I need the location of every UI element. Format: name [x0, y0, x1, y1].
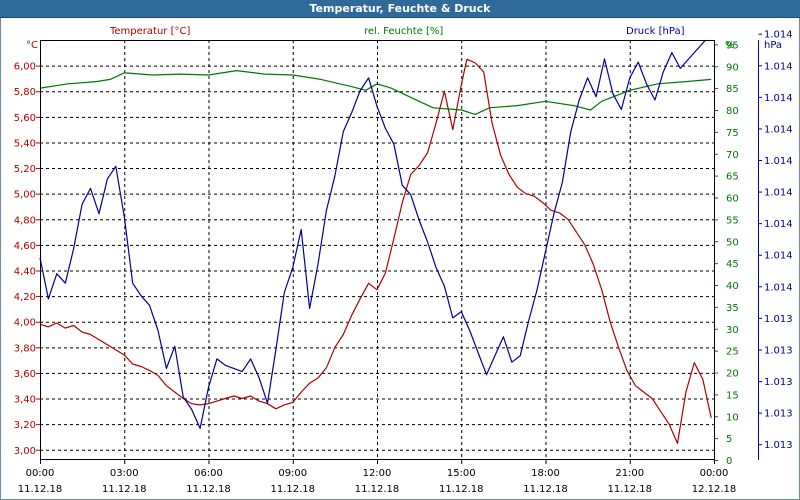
y-tick-humidity: 55: [726, 215, 739, 226]
y-tick-humidity: 50: [726, 237, 739, 248]
y-tick-humidity: 25: [726, 347, 739, 358]
x-tick-time: 06:00: [194, 468, 223, 479]
y-tick-pressure: 1.013: [764, 440, 793, 451]
x-tick-time: 15:00: [447, 468, 476, 479]
y-tick-humidity: 15: [726, 390, 739, 401]
y-tick-humidity: 40: [726, 281, 739, 292]
y-tick-pressure: 1.013: [764, 314, 793, 325]
y-tick-temperature: 4,00: [14, 318, 36, 329]
x-tick-time: 00:00: [26, 468, 55, 479]
y-tick-temperature: 4,20: [14, 292, 36, 303]
y-tick-temperature: 5,60: [14, 113, 36, 124]
y-tick-humidity: 80: [726, 106, 739, 117]
y-tick-pressure: 1.014: [764, 30, 793, 41]
y-tick-humidity: 90: [726, 62, 739, 73]
x-tick-date: 11.12.18: [18, 484, 63, 495]
y-tick-temperature: 3,80: [14, 343, 36, 354]
y-tick-temperature: 6,00: [14, 62, 36, 73]
y-tick-temperature: 4,60: [14, 241, 36, 252]
y-tick-temperature: 3,20: [14, 420, 36, 431]
legend-temperature: Temperatur [°C]: [109, 26, 190, 37]
window-titlebar: Temperatur, Feuchte & Druck: [0, 0, 800, 18]
x-tick-date: 11.12.18: [523, 484, 568, 495]
x-tick-time: 00:00: [700, 468, 729, 479]
temperature-line: [39, 58, 712, 444]
window-title: Temperatur, Feuchte & Druck: [309, 2, 491, 15]
humidity-line: [39, 69, 712, 116]
x-tick-time: 18:00: [531, 468, 560, 479]
y-tick-pressure: 1.014: [764, 282, 793, 293]
y-tick-temperature: 3,40: [14, 395, 36, 406]
x-tick-date: 11.12.18: [439, 484, 484, 495]
y-tick-pressure: 1.014: [764, 219, 793, 230]
y-tick-humidity: 30: [726, 325, 739, 336]
unit-pressure: hPa: [764, 40, 782, 51]
x-tick-date: 11.12.18: [355, 484, 400, 495]
y-tick-temperature: 5,20: [14, 164, 36, 175]
x-tick-time: 12:00: [363, 468, 392, 479]
x-tick-date: 11.12.18: [186, 484, 231, 495]
y-tick-humidity: 95: [726, 40, 739, 51]
x-tick-time: 09:00: [278, 468, 307, 479]
y-tick-temperature: 3,00: [14, 446, 36, 457]
x-tick-date: 11.12.18: [102, 484, 147, 495]
y-tick-temperature: 3,60: [14, 369, 36, 380]
y-tick-humidity: 0: [726, 456, 732, 467]
y-tick-pressure: 1.014: [764, 251, 793, 262]
unit-humidity: %: [725, 40, 735, 51]
y-tick-temperature: 4,40: [14, 266, 36, 277]
y-tick-humidity: 10: [726, 412, 739, 423]
y-tick-humidity: 85: [726, 84, 739, 95]
y-tick-humidity: 75: [726, 128, 739, 139]
pressure-line: [39, 39, 707, 429]
y-tick-temperature: 5,80: [14, 87, 36, 98]
y-tick-pressure: 1.014: [764, 188, 793, 199]
y-tick-humidity: 45: [726, 259, 739, 270]
y-tick-pressure: 1.014: [764, 124, 793, 135]
y-tick-pressure: 1.013: [764, 345, 793, 356]
y-tick-pressure: 1.013: [764, 377, 793, 388]
y-tick-humidity: 65: [726, 172, 739, 183]
y-tick-humidity: 35: [726, 303, 739, 314]
y-tick-temperature: 5,00: [14, 190, 36, 201]
y-tick-pressure: 1.014: [764, 93, 793, 104]
x-tick-time: 03:00: [110, 468, 139, 479]
y-tick-humidity: 70: [726, 150, 739, 161]
y-tick-temperature: 4,80: [14, 215, 36, 226]
y-tick-pressure: 1.014: [764, 61, 793, 72]
legend-pressure: Druck [hPa]: [626, 26, 685, 37]
legend-humidity: rel. Feuchte [%]: [364, 26, 443, 37]
x-tick-date: 11.12.18: [607, 484, 652, 495]
y-tick-temperature: 5,40: [14, 138, 36, 149]
y-tick-pressure: 1.013: [764, 409, 793, 420]
plot-frame: [40, 40, 715, 460]
y-tick-humidity: 20: [726, 369, 739, 380]
x-tick-time: 21:00: [615, 468, 644, 479]
y-tick-pressure: 1.014: [764, 156, 793, 167]
y-tick-humidity: 5: [726, 434, 732, 445]
x-tick-date: 11.12.18: [270, 484, 315, 495]
unit-temperature: °C: [26, 40, 38, 51]
x-tick-date: 12.12.18: [692, 484, 737, 495]
y-tick-humidity: 60: [726, 194, 739, 205]
